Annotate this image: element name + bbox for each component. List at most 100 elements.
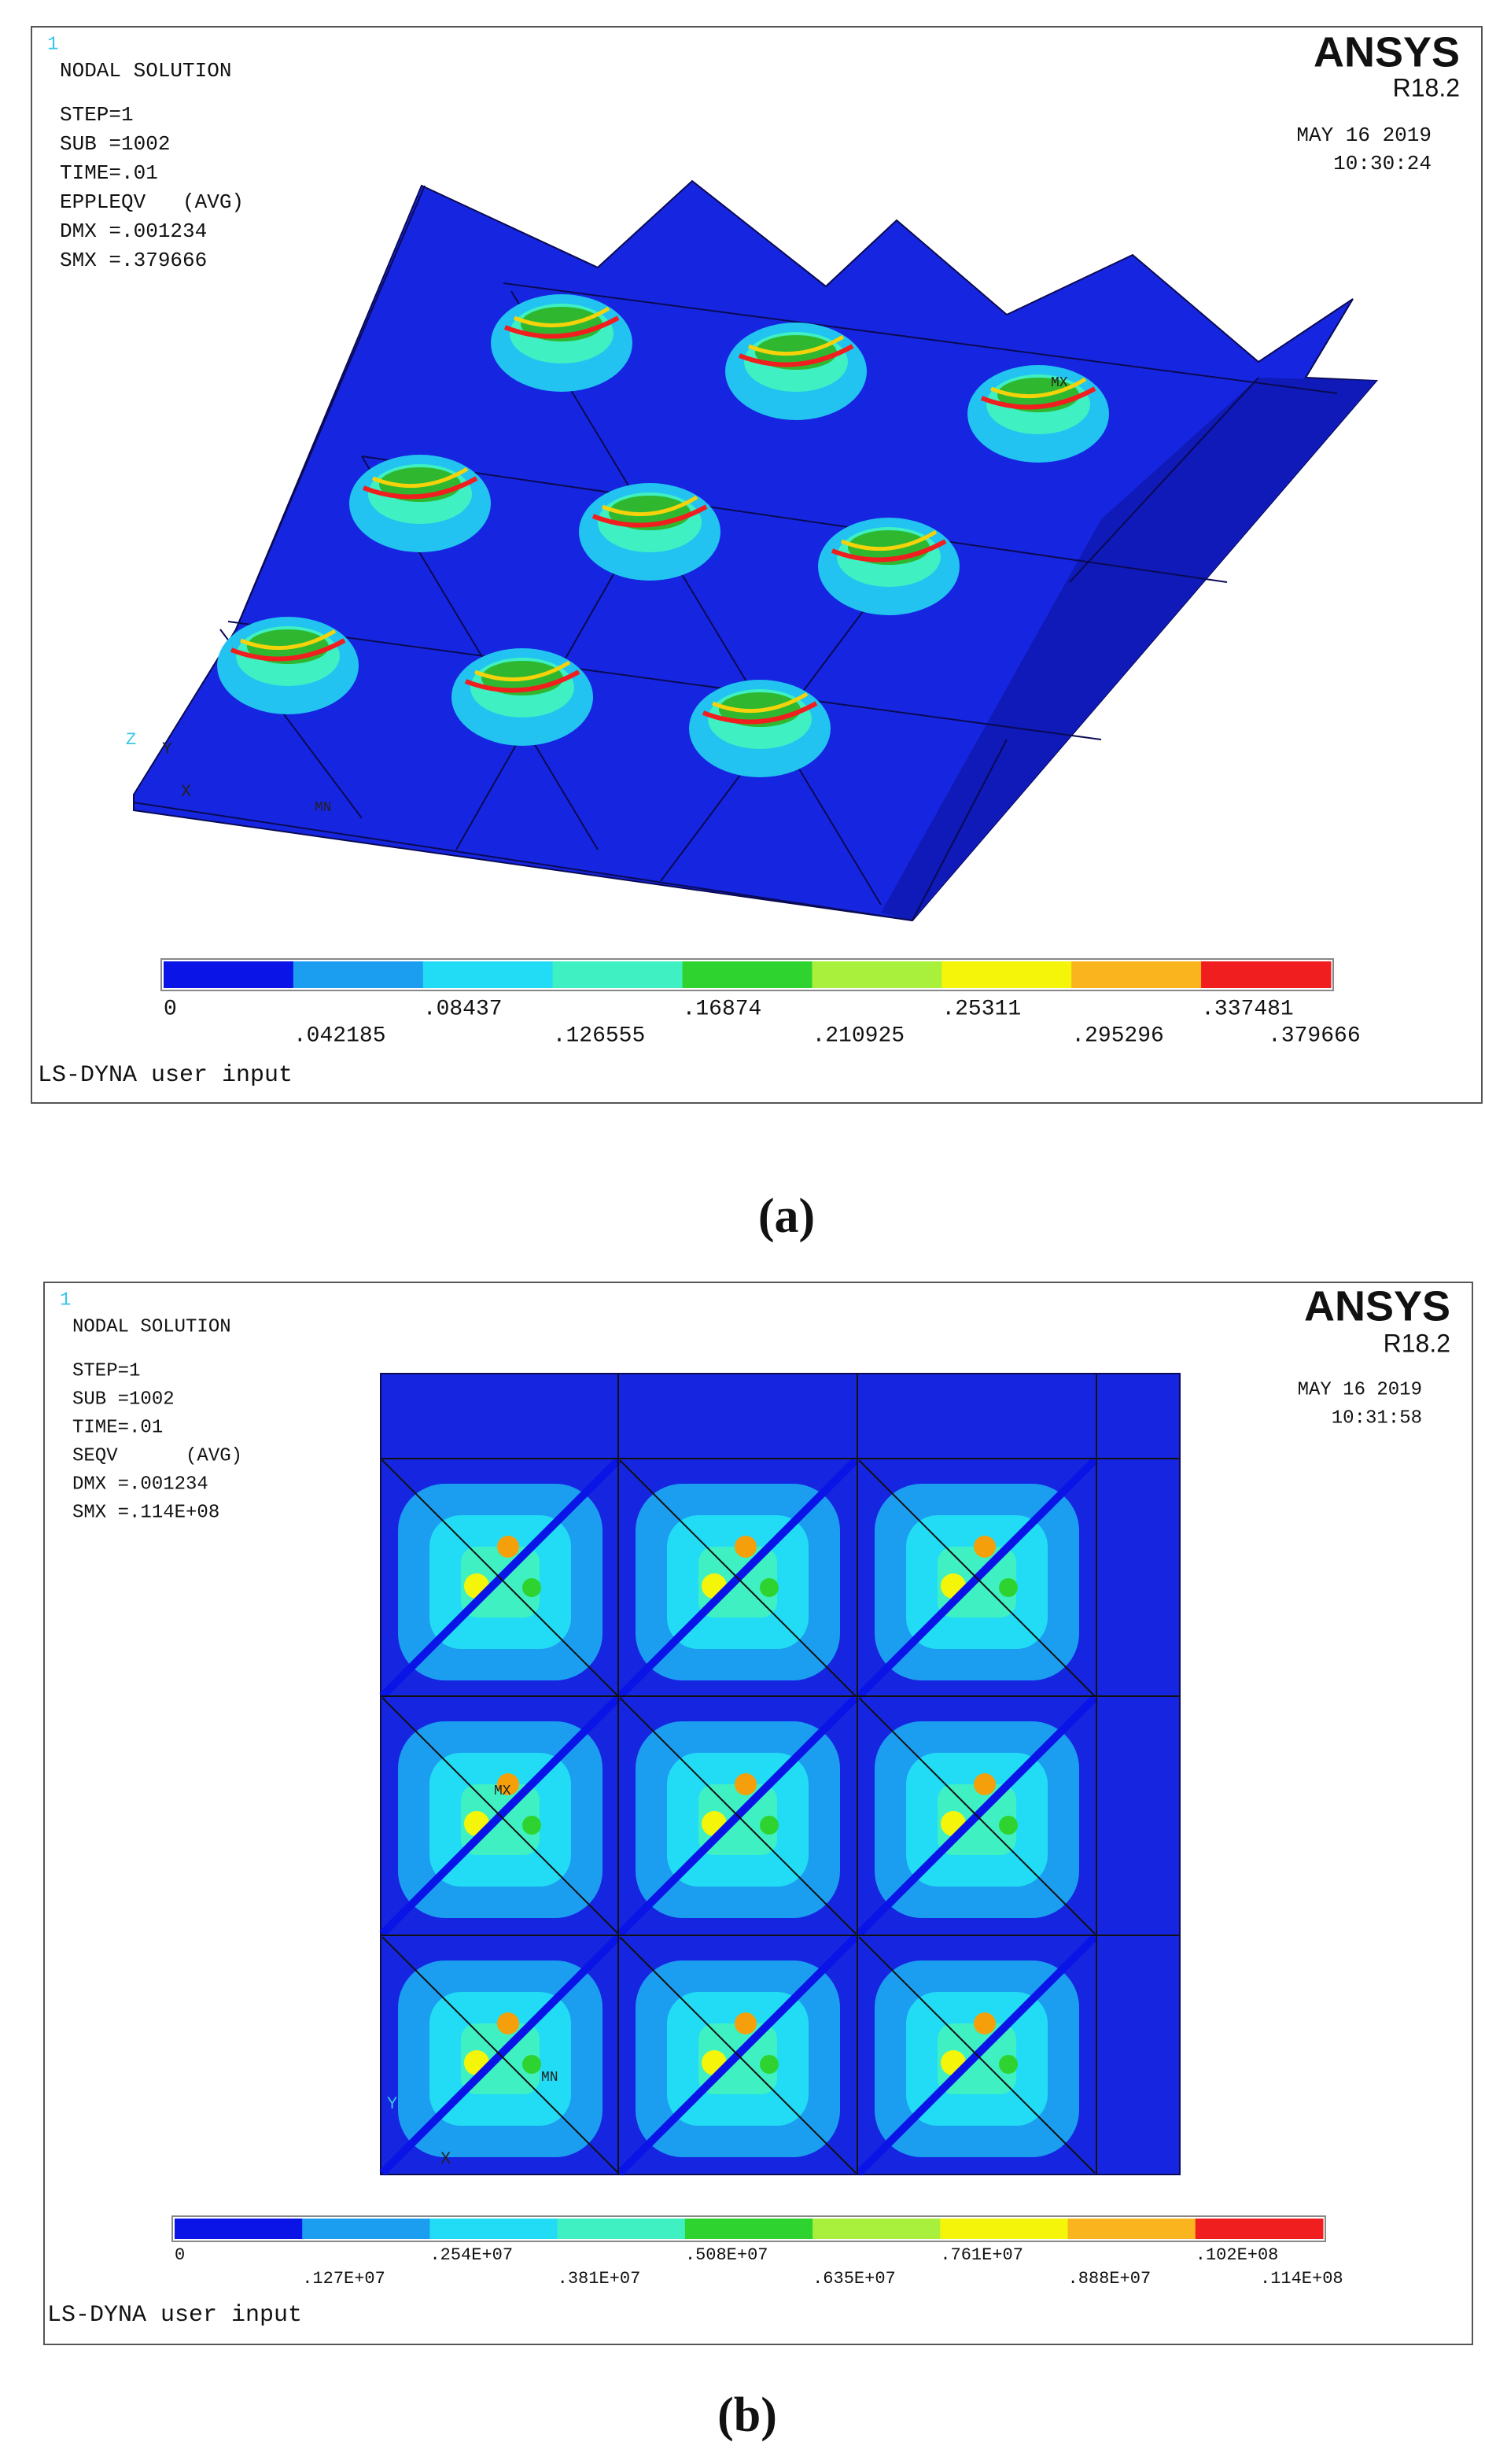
legend-label: .08437 bbox=[423, 997, 503, 1021]
stress-spot bbox=[735, 1773, 757, 1795]
diag-line bbox=[619, 1697, 857, 1935]
legend-label: .254E+07 bbox=[429, 2245, 513, 2265]
stress-cell bbox=[617, 1695, 859, 1937]
legend-label: .381E+07 bbox=[558, 2269, 641, 2289]
hotspot-core bbox=[372, 467, 469, 489]
mesh-line bbox=[912, 739, 1008, 921]
hotspot-core bbox=[230, 638, 346, 662]
legend-label: .635E+07 bbox=[813, 2269, 896, 2289]
hotspot-core bbox=[990, 377, 1087, 399]
stress-cell bbox=[379, 1457, 621, 1699]
stress-cell bbox=[856, 1934, 1098, 2176]
stress-cell bbox=[379, 1695, 621, 1937]
legend-swatch bbox=[557, 2219, 686, 2239]
legend-swatch bbox=[684, 2219, 813, 2239]
legend-swatch bbox=[422, 961, 554, 988]
info-line: SUB =1002 bbox=[72, 1389, 175, 1410]
legend-swatch bbox=[682, 961, 813, 988]
stress-spot bbox=[522, 1816, 541, 1835]
diag-line bbox=[619, 1459, 857, 1697]
hotspot-core bbox=[503, 315, 620, 339]
mesh-line bbox=[133, 802, 913, 921]
legend-swatch bbox=[175, 2219, 303, 2239]
hotspot-core bbox=[362, 476, 478, 500]
hotspot-core bbox=[702, 701, 818, 725]
legend-swatch bbox=[302, 2219, 430, 2239]
legend-label: .127E+07 bbox=[302, 2269, 385, 2289]
extreme-marker: MX bbox=[1051, 375, 1068, 391]
plot-heading: NODAL SOLUTION bbox=[60, 59, 231, 83]
mesh-line bbox=[510, 290, 882, 906]
date: MAY 16 2019 bbox=[1298, 1379, 1422, 1400]
stress-spot bbox=[999, 1816, 1018, 1835]
hotspot bbox=[725, 323, 867, 420]
extreme-marker: MN bbox=[315, 800, 332, 816]
hotspot bbox=[579, 483, 720, 581]
hotspot-core bbox=[738, 344, 854, 367]
info-line: STEP=1 bbox=[72, 1360, 140, 1381]
time: 10:31:58 bbox=[1332, 1407, 1422, 1429]
legend-label: .379666 bbox=[1268, 1024, 1361, 1048]
hotspot-core bbox=[591, 504, 708, 528]
info-line: SEQV (AVG) bbox=[72, 1445, 242, 1466]
hotspot bbox=[349, 455, 491, 552]
mesh-line bbox=[503, 282, 1338, 394]
legend-swatch bbox=[429, 2219, 558, 2239]
legend-label: .16874 bbox=[683, 997, 762, 1021]
hotspot bbox=[818, 518, 960, 615]
legend-swatch bbox=[941, 961, 1072, 988]
info-line: STEP=1 bbox=[60, 103, 134, 127]
legend-swatch bbox=[552, 961, 684, 988]
legend-swatch bbox=[813, 2219, 941, 2239]
stress-spot bbox=[735, 2012, 757, 2034]
version: R18.2 bbox=[1384, 1329, 1450, 1357]
brand: ANSYS bbox=[1314, 28, 1460, 76]
hotspot-core bbox=[464, 669, 580, 693]
window-id: 1 bbox=[47, 34, 58, 55]
stress-spot bbox=[522, 1578, 541, 1597]
diag-line bbox=[381, 1697, 619, 1935]
diag-line bbox=[381, 1459, 619, 1697]
legend-label: 0 bbox=[164, 997, 177, 1021]
axis-triad-label: X bbox=[440, 2149, 451, 2169]
legend-label: .888E+07 bbox=[1068, 2269, 1152, 2289]
brand: ANSYS bbox=[1304, 1282, 1450, 1330]
hotspot-core bbox=[712, 692, 809, 714]
axis-triad-label: Y bbox=[162, 740, 172, 759]
stress-spot bbox=[760, 1816, 779, 1835]
diag-line bbox=[619, 1936, 857, 2174]
legend-label: 0 bbox=[175, 2245, 185, 2265]
legend-label: .102E+08 bbox=[1196, 2245, 1279, 2265]
time: 10:30:24 bbox=[1333, 152, 1432, 175]
version: R18.2 bbox=[1393, 73, 1460, 101]
window-id: 1 bbox=[60, 1289, 71, 1311]
mesh-line bbox=[361, 456, 1228, 583]
hotspot bbox=[491, 294, 632, 392]
diag-line bbox=[858, 1936, 1096, 2174]
date: MAY 16 2019 bbox=[1296, 124, 1432, 147]
footer: LS-DYNA user input bbox=[38, 1062, 293, 1089]
legend-swatch bbox=[1067, 2219, 1196, 2239]
axis-triad-label: Z bbox=[126, 730, 136, 750]
info-line: TIME=.01 bbox=[60, 161, 158, 185]
stress-spot bbox=[760, 2055, 779, 2074]
hotspot bbox=[967, 365, 1109, 463]
axis-triad-label: Y bbox=[387, 2094, 397, 2114]
stress-spot bbox=[497, 2012, 519, 2034]
legend-swatch bbox=[812, 961, 942, 988]
hotspot-core bbox=[240, 629, 337, 651]
hotspot-core bbox=[474, 660, 571, 682]
stress-spot bbox=[999, 2055, 1018, 2074]
extreme-marker: MX bbox=[494, 1783, 511, 1799]
stress-cell bbox=[617, 1457, 859, 1699]
legend-label: .337481 bbox=[1201, 997, 1294, 1021]
info-line: DMX =.001234 bbox=[72, 1474, 208, 1495]
stress-spot bbox=[760, 1578, 779, 1597]
legend-label: .295296 bbox=[1071, 1024, 1164, 1048]
stress-cell bbox=[856, 1457, 1098, 1699]
stress-spot bbox=[497, 1536, 519, 1558]
hotspot-core bbox=[514, 306, 610, 328]
mesh-line bbox=[1069, 377, 1259, 583]
extreme-marker: MN bbox=[541, 2070, 558, 2086]
